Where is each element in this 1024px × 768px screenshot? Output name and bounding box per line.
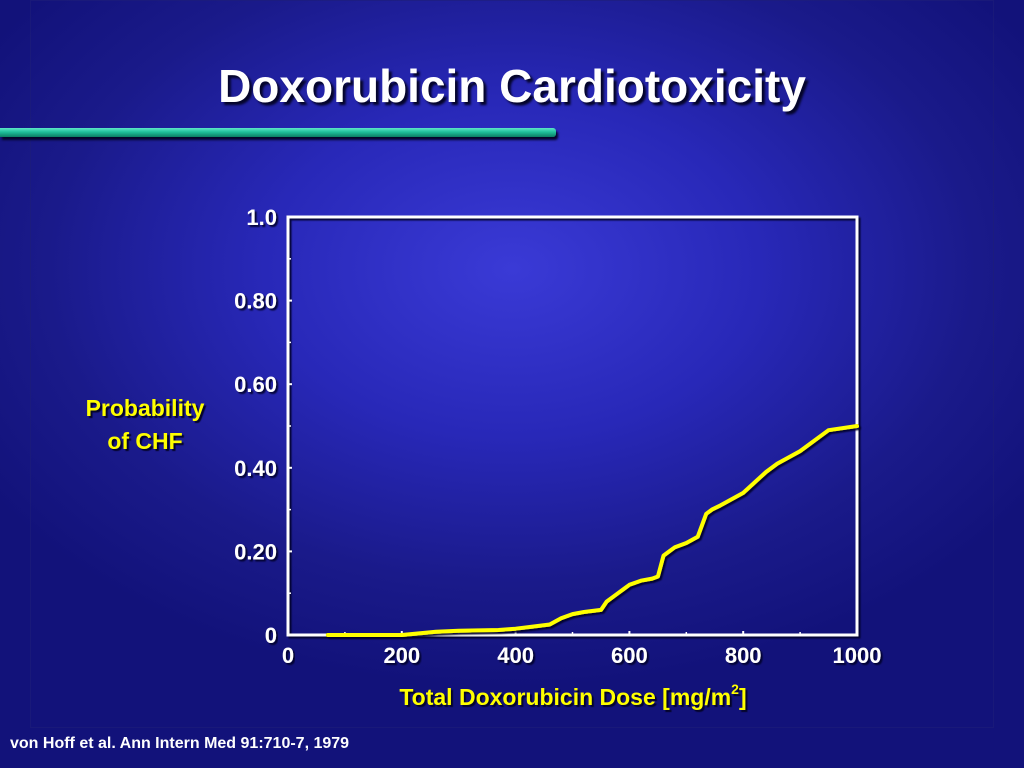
y-tick-label: 0.20 xyxy=(234,539,277,564)
plot-frame xyxy=(286,215,859,637)
citation: von Hoff et al. Ann Intern Med 91:710-7,… xyxy=(10,735,350,752)
x-axis-label: Total Doxorubicin Dose [mg/m2] xyxy=(288,682,858,712)
y-tick-label: 0.60 xyxy=(234,372,277,397)
axis-tick-labels: 0 200 400 600 800 1000 0 0.20 0.40 0.60 0.80 1.0 xyxy=(234,205,881,668)
y-tick-label: 0 xyxy=(265,623,277,648)
curve-layer xyxy=(325,424,859,637)
y-axis-label: Probability of CHF xyxy=(60,392,230,458)
x-tick-label: 800 xyxy=(725,643,762,668)
title-accent-rule xyxy=(0,128,556,137)
x-axis-label-superscript: 2 xyxy=(731,681,739,697)
x-tick-label: 200 xyxy=(383,643,420,668)
x-axis-label-main: Total Doxorubicin Dose [mg/m xyxy=(399,684,732,710)
slide-title: Doxorubicin Cardiotoxicity xyxy=(218,60,806,112)
axis-ticks xyxy=(287,216,858,636)
y-tick-label: 0.40 xyxy=(234,456,277,481)
y-axis-label-line1: Probability xyxy=(85,395,205,421)
y-tick-label: 0.80 xyxy=(234,289,277,314)
x-tick-label: 400 xyxy=(497,643,534,668)
x-tick-label: 1000 xyxy=(833,643,882,668)
plot-area xyxy=(286,215,859,637)
y-tick-label: 1.0 xyxy=(246,205,277,230)
y-axis-label-line2: of CHF xyxy=(107,428,183,454)
x-tick-label: 600 xyxy=(611,643,648,668)
x-axis-label-end: ] xyxy=(738,684,747,710)
x-tick-label: 0 xyxy=(282,643,294,668)
chf-probability-curve xyxy=(325,424,859,637)
